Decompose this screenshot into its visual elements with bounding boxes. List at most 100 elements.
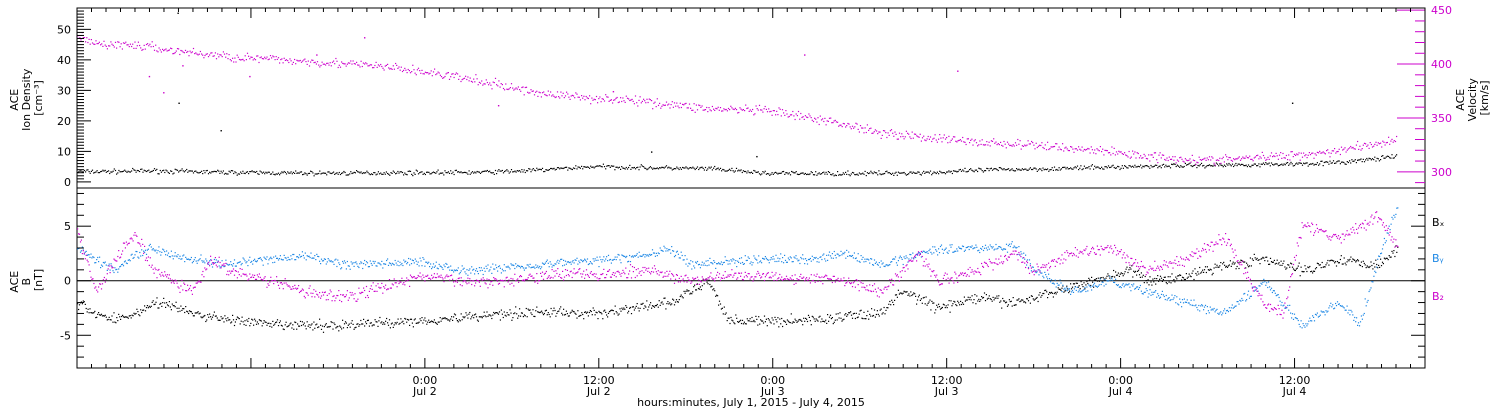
data-point — [785, 172, 787, 174]
data-point — [1006, 251, 1009, 253]
data-point — [978, 249, 980, 251]
data-point — [692, 261, 694, 263]
data-point — [598, 98, 600, 100]
data-point — [998, 167, 1000, 169]
data-point — [407, 318, 409, 321]
data-point — [341, 328, 343, 330]
data-point — [975, 169, 978, 171]
data-point — [274, 59, 276, 61]
outlier-point — [182, 65, 184, 67]
data-point — [264, 173, 266, 175]
data-point — [1066, 287, 1068, 289]
data-point — [787, 173, 789, 175]
data-point — [1344, 147, 1346, 149]
data-point — [531, 313, 533, 316]
data-point — [100, 314, 102, 316]
data-point — [403, 69, 405, 71]
data-point — [987, 144, 989, 146]
data-point — [478, 81, 480, 83]
data-point — [399, 261, 401, 263]
data-point — [1061, 287, 1063, 289]
data-point — [439, 317, 441, 319]
data-point — [821, 318, 823, 320]
data-point — [217, 319, 219, 321]
data-point — [977, 250, 979, 252]
data-point — [364, 63, 366, 65]
data-point — [379, 316, 381, 319]
data-point — [396, 264, 398, 266]
data-point — [1067, 290, 1069, 292]
data-point — [949, 311, 951, 313]
data-point — [463, 171, 466, 173]
data-point — [776, 321, 778, 323]
data-point — [999, 301, 1001, 303]
data-point — [877, 264, 879, 266]
data-point — [511, 319, 513, 321]
data-point — [551, 313, 553, 315]
data-point — [621, 254, 623, 256]
data-point — [287, 256, 289, 258]
data-point — [250, 322, 252, 324]
data-point — [500, 83, 502, 85]
data-point — [585, 312, 588, 314]
data-point — [266, 324, 268, 326]
data-point — [738, 261, 740, 263]
data-point — [828, 117, 831, 119]
data-point — [1128, 283, 1130, 285]
data-point — [1049, 291, 1051, 294]
data-point — [148, 245, 150, 247]
data-point — [155, 301, 157, 303]
data-point — [381, 321, 383, 323]
data-point — [769, 111, 771, 113]
data-point — [1211, 308, 1213, 310]
data-point — [846, 125, 848, 127]
data-point — [868, 129, 870, 131]
data-point — [779, 318, 781, 320]
data-point — [1334, 262, 1336, 264]
data-point — [666, 248, 668, 250]
outlier-point — [316, 54, 318, 56]
data-point — [547, 90, 549, 92]
data-point — [703, 283, 705, 285]
data-point — [934, 172, 936, 174]
data-point — [639, 96, 641, 98]
data-point — [816, 174, 818, 176]
data-point — [621, 307, 623, 309]
data-point — [972, 144, 974, 146]
data-point — [459, 75, 461, 77]
data-point — [687, 290, 689, 292]
data-point — [271, 326, 273, 328]
data-point — [864, 127, 866, 129]
data-point — [213, 55, 215, 57]
data-point — [700, 166, 702, 169]
data-point — [690, 107, 692, 109]
data-point — [1205, 271, 1207, 274]
data-point — [806, 320, 809, 323]
data-point — [684, 103, 686, 105]
data-point — [303, 59, 305, 61]
data-point — [1009, 144, 1011, 147]
data-point — [708, 107, 710, 109]
data-point — [675, 105, 677, 107]
data-point — [797, 173, 800, 176]
data-point — [1068, 150, 1070, 152]
data-point — [523, 269, 525, 271]
data-point — [79, 170, 81, 172]
data-point — [540, 268, 542, 270]
data-point — [355, 326, 357, 328]
data-point — [943, 172, 945, 174]
data-point — [315, 259, 317, 261]
data-point — [741, 261, 744, 264]
data-point — [1092, 285, 1094, 287]
data-point — [336, 60, 338, 62]
data-point — [576, 317, 578, 319]
data-point — [916, 172, 918, 174]
data-point — [1126, 266, 1128, 268]
data-point — [434, 172, 436, 174]
data-point — [1166, 157, 1168, 159]
data-point — [1375, 141, 1377, 143]
data-point — [391, 262, 393, 264]
data-point — [210, 318, 213, 320]
outlier-point — [1291, 102, 1294, 104]
data-point — [726, 260, 728, 262]
